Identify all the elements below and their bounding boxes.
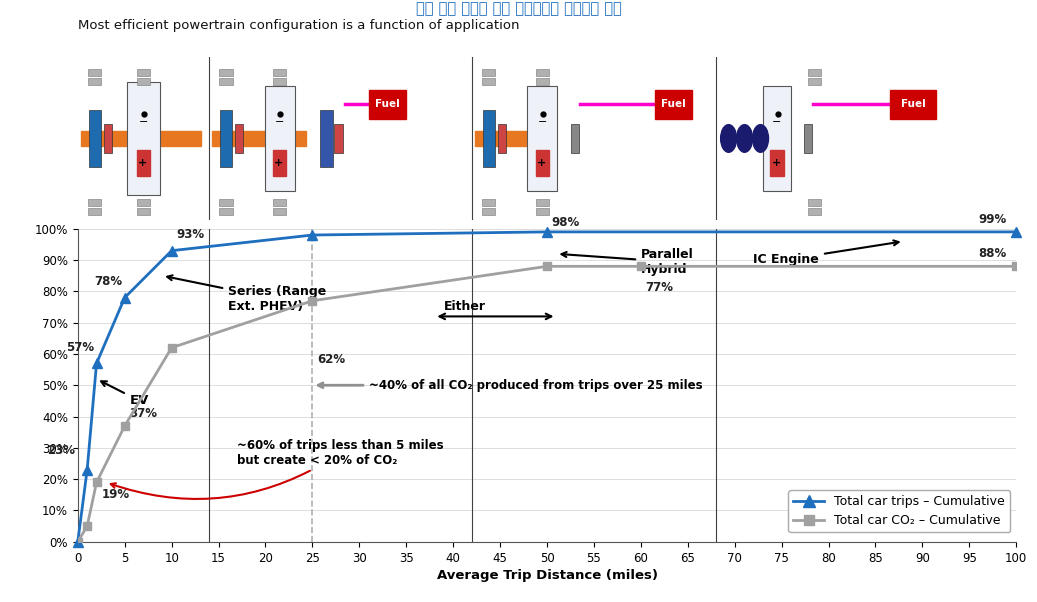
Bar <box>220 110 232 167</box>
Text: +: + <box>772 158 781 168</box>
Bar <box>81 131 201 146</box>
Bar <box>220 78 232 85</box>
Bar <box>220 69 232 76</box>
Text: +: + <box>274 158 283 168</box>
Bar <box>235 124 244 153</box>
Text: −: − <box>139 117 148 127</box>
Text: ~40% of all CO₂ produced from trips over 25 miles: ~40% of all CO₂ produced from trips over… <box>318 379 702 391</box>
Text: 19%: 19% <box>102 488 130 501</box>
Bar <box>475 131 550 146</box>
Bar <box>482 69 496 76</box>
Legend: Total car trips – Cumulative, Total car CO₂ – Cumulative: Total car trips – Cumulative, Total car … <box>788 490 1010 532</box>
Bar <box>763 85 791 191</box>
Text: 57%: 57% <box>65 341 93 354</box>
Bar <box>335 124 343 153</box>
Bar <box>273 78 286 85</box>
Text: −: − <box>275 117 284 127</box>
Bar <box>220 208 232 215</box>
Text: IC Engine: IC Engine <box>754 240 899 266</box>
Bar <box>88 78 102 85</box>
Bar <box>273 69 286 76</box>
Text: 98%: 98% <box>552 216 580 229</box>
Text: +: + <box>138 158 147 168</box>
Text: 99%: 99% <box>979 213 1007 226</box>
Bar <box>88 208 102 215</box>
Bar <box>655 90 693 119</box>
Circle shape <box>736 125 753 152</box>
Bar <box>88 69 102 76</box>
Text: Parallel
Hybrid: Parallel Hybrid <box>561 247 694 276</box>
Text: ~60% of trips less than 5 miles
but create < 20% of CO₂: ~60% of trips less than 5 miles but crea… <box>111 439 444 499</box>
Text: Series (Range
Ext. PHEV): Series (Range Ext. PHEV) <box>167 275 327 313</box>
Circle shape <box>721 125 736 152</box>
Bar <box>212 131 306 146</box>
Text: +: + <box>537 158 546 168</box>
Bar <box>220 199 232 206</box>
Bar <box>137 208 150 215</box>
Bar <box>808 78 821 85</box>
Bar <box>482 199 496 206</box>
X-axis label: Average Trip Distance (miles): Average Trip Distance (miles) <box>437 569 657 582</box>
Bar <box>273 150 286 176</box>
Text: 88%: 88% <box>979 247 1007 260</box>
Bar <box>808 208 821 215</box>
Text: 23%: 23% <box>47 444 75 458</box>
Bar <box>804 124 812 153</box>
Text: Fuel: Fuel <box>375 99 400 110</box>
Bar <box>369 90 407 119</box>
Bar <box>482 78 496 85</box>
Text: Fuel: Fuel <box>901 99 925 110</box>
Text: Fuel: Fuel <box>662 99 686 110</box>
Circle shape <box>753 125 768 152</box>
Bar <box>128 81 160 195</box>
Bar <box>88 110 101 167</box>
Text: 93%: 93% <box>176 228 204 241</box>
Text: Either: Either <box>444 300 485 313</box>
Bar <box>273 199 286 206</box>
Text: 78%: 78% <box>93 275 122 288</box>
Bar <box>137 78 150 85</box>
Bar <box>527 85 557 191</box>
Text: 37%: 37% <box>130 407 158 420</box>
Bar <box>482 208 496 215</box>
Bar <box>273 208 286 215</box>
Bar <box>104 124 112 153</box>
Bar <box>137 69 150 76</box>
Bar <box>137 199 150 206</box>
Text: −: − <box>773 117 782 127</box>
Bar <box>88 199 102 206</box>
Text: Most efficient powertrain configuration is a function of application: Most efficient powertrain configuration … <box>78 19 520 33</box>
Text: EV: EV <box>101 381 148 407</box>
Text: −: − <box>537 117 546 127</box>
Bar <box>264 85 295 191</box>
Bar <box>571 124 580 153</box>
Text: 평균 주행 거리에 따른 하이브리드 시스템의 분류: 평균 주행 거리에 따른 하이브리드 시스템의 분류 <box>416 1 621 16</box>
Bar <box>770 150 784 176</box>
Bar <box>890 90 936 119</box>
Bar <box>137 150 150 176</box>
Bar <box>808 69 821 76</box>
Bar <box>536 208 549 215</box>
Bar <box>808 199 821 206</box>
Bar <box>536 199 549 206</box>
Bar <box>536 150 549 176</box>
Bar <box>498 124 506 153</box>
Text: 77%: 77% <box>646 282 674 294</box>
Text: 62%: 62% <box>317 353 345 367</box>
Bar <box>320 110 333 167</box>
Bar <box>483 110 495 167</box>
Bar <box>536 69 549 76</box>
Bar <box>536 78 549 85</box>
